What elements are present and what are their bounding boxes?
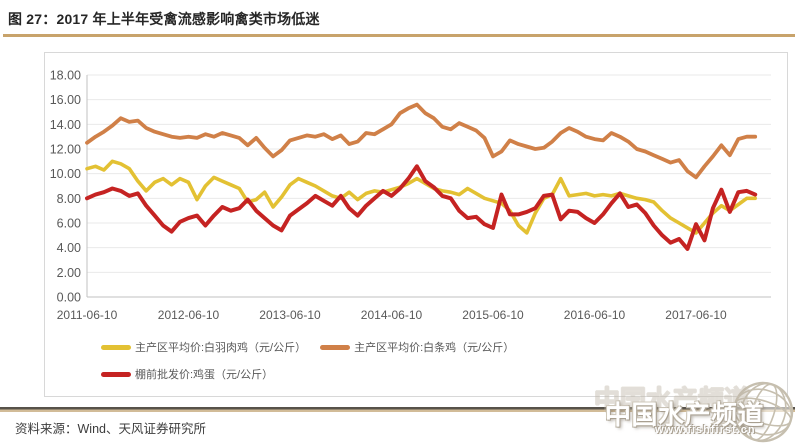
x-axis-tick-label: 2012-06-10 [158, 308, 220, 322]
x-axis-tick-label: 2011-06-10 [57, 308, 118, 322]
y-axis-tick-label: 12.00 [50, 143, 81, 157]
legend-swatch [101, 371, 131, 377]
line-chart: 0.00 2.00 4.00 6.00 8.00 10.00 12.00 14.00 16.00… [50, 69, 771, 322]
series-line-white-feather-broiler [85, 159, 758, 235]
x-axis-tick-label: 2013-06-10 [259, 308, 321, 322]
legend-label: 棚前批发价:鸡蛋（元/公斤） [135, 369, 274, 381]
x-axis-tick-label: 2017-06-10 [665, 308, 727, 322]
legend-swatch [320, 344, 351, 350]
y-axis-tick-label: 2.00 [57, 266, 81, 280]
series-line-egg-wholesale [85, 164, 758, 251]
legend-item-egg-wholesale: 棚前批发价:鸡蛋（元/公斤） [101, 366, 273, 382]
legend-label: 主产区平均价:白羽肉鸡（元/公斤） [135, 342, 307, 354]
y-axis-tick-label: 6.00 [57, 217, 81, 231]
y-axis-tick-label: 10.00 [50, 167, 81, 181]
source-note: 资料来源：Wind、天风证券研究所 [15, 422, 206, 436]
y-axis-tick-label: 14.00 [50, 118, 81, 132]
legend-item-white-feather-broiler: 主产区平均价:白羽肉鸡（元/公斤） [101, 339, 306, 355]
y-axis-tick-label: 8.00 [57, 192, 81, 206]
y-axis-tick-label: 16.00 [50, 93, 81, 107]
legend-item-carcass-chicken: 主产区平均价:白条鸡（元/公斤） [320, 339, 514, 355]
chart-legend-row-2: 棚前批发价:鸡蛋（元/公斤） [101, 366, 273, 382]
watermark-url: www.fishfirst.cn [655, 424, 756, 436]
series-line-carcass-chicken [85, 102, 758, 180]
legend-label: 主产区平均价:白条鸡（元/公斤） [354, 342, 515, 354]
y-axis-tick-label: 18.00 [50, 69, 81, 83]
x-axis-tick-label: 2016-06-10 [564, 308, 626, 322]
chart-legend-row-1: 主产区平均价:白羽肉鸡（元/公斤） 主产区平均价:白条鸡（元/公斤） [101, 339, 514, 355]
x-axis-tick-label: 2014-06-10 [361, 308, 423, 322]
title-divider [3, 34, 795, 37]
y-axis-tick-label: 4.00 [57, 241, 81, 255]
figure-title: 图 27：2017 年上半年受禽流感影响禽类市场低迷 [8, 11, 320, 27]
y-axis-tick-label: 0.00 [57, 291, 81, 305]
legend-swatch [101, 344, 131, 350]
footer-divider [0, 407, 795, 412]
watermark-text: 中国水产频道 [605, 400, 765, 430]
chart-panel: 0.00 2.00 4.00 6.00 8.00 10.00 12.00 14.00 16.00… [44, 52, 788, 397]
x-axis-tick-label: 2015-06-10 [462, 308, 524, 322]
